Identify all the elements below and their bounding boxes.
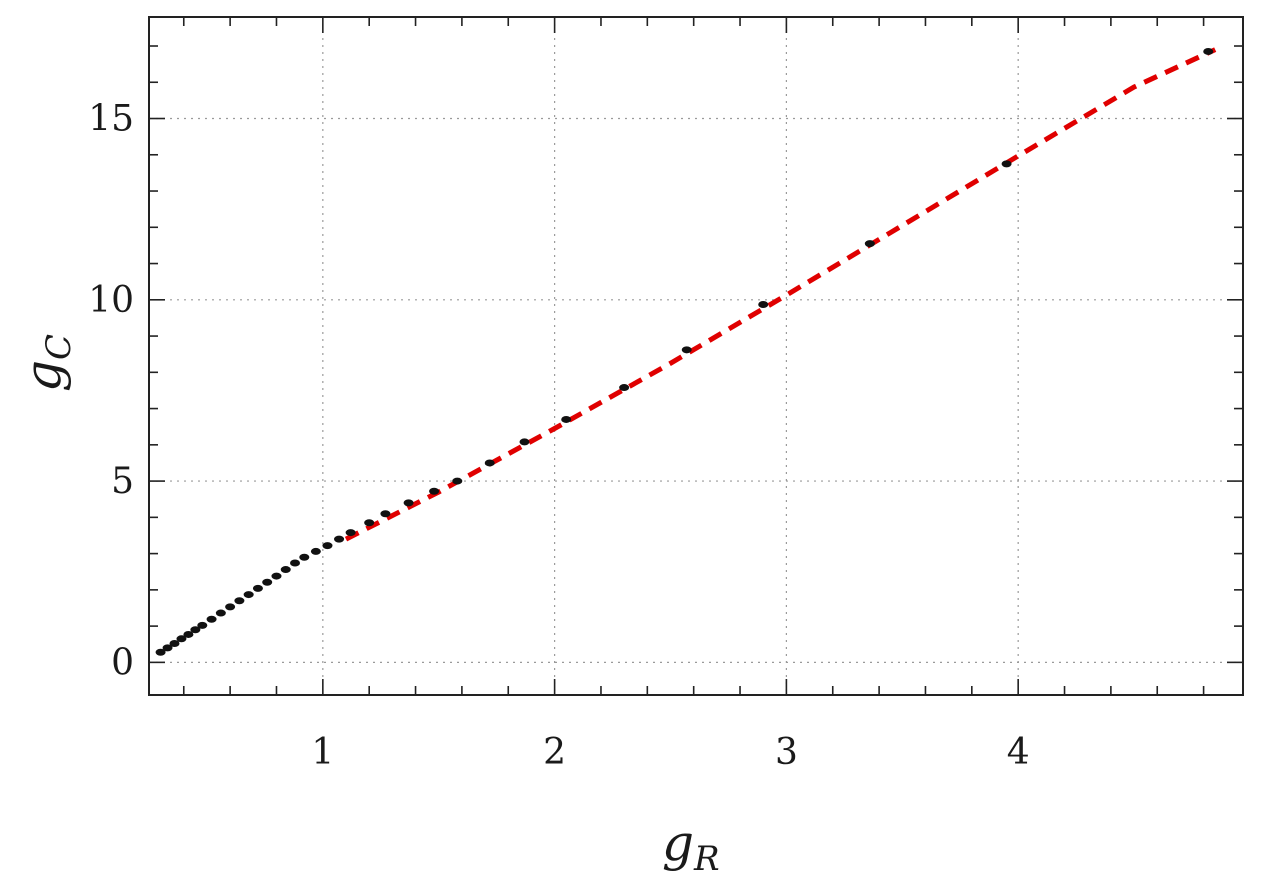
grid-lines [149, 17, 1243, 695]
y-tick-label: 10 [88, 280, 134, 321]
data-point [169, 640, 180, 648]
data-point [345, 529, 356, 537]
data-point [190, 626, 201, 634]
data-point [429, 487, 440, 495]
data-point [322, 542, 333, 550]
y-axis-label-sub: C [39, 334, 79, 360]
x-axis-label: gR [662, 814, 720, 879]
data-point [215, 609, 226, 617]
data-point [262, 578, 273, 586]
data-point [290, 559, 301, 567]
data-point [334, 535, 345, 543]
y-tick-labels: 0 5 10 15 [88, 99, 134, 684]
y-axis-label: gC [14, 334, 79, 392]
data-point [197, 621, 208, 629]
y-tick-label: 15 [88, 99, 134, 140]
data-point [403, 499, 414, 507]
x-axis-label-main: g [662, 814, 694, 872]
data-point [243, 591, 254, 599]
data-point [758, 301, 769, 309]
data-point [364, 519, 375, 527]
x-axis-label-sub: R [693, 839, 720, 879]
data-point [310, 547, 321, 555]
data-point [299, 553, 310, 561]
data-point [864, 240, 875, 248]
data-point [234, 597, 245, 605]
x-tick-label: 4 [1007, 732, 1030, 773]
fit-line [344, 47, 1217, 542]
data-point [225, 603, 236, 611]
y-axis-label-main: g [14, 360, 72, 392]
data-point [252, 584, 263, 592]
x-tick-label: 2 [543, 732, 566, 773]
data-point [271, 572, 282, 580]
data-point [280, 566, 291, 574]
axis-ticks [149, 17, 1243, 695]
data-point [155, 648, 166, 656]
data-point [380, 510, 391, 518]
x-tick-label: 1 [311, 732, 334, 773]
y-tick-label: 5 [111, 461, 134, 502]
data-point [1001, 160, 1012, 168]
data-point [519, 438, 530, 446]
data-point [619, 384, 630, 392]
x-tick-label: 3 [775, 732, 798, 773]
data-point [681, 346, 692, 354]
data-point [484, 459, 495, 467]
x-tick-labels: 1 2 3 4 [311, 732, 1029, 773]
fit-curve [344, 47, 1217, 542]
data-point [1203, 47, 1214, 55]
y-tick-label: 0 [111, 642, 134, 683]
data-point [176, 635, 187, 643]
data-point [561, 415, 572, 423]
data-point [206, 615, 217, 623]
data-point [183, 630, 194, 638]
data-point [162, 644, 173, 652]
data-point [452, 477, 463, 485]
data-points [155, 47, 1214, 656]
plot-frame [148, 16, 1244, 696]
